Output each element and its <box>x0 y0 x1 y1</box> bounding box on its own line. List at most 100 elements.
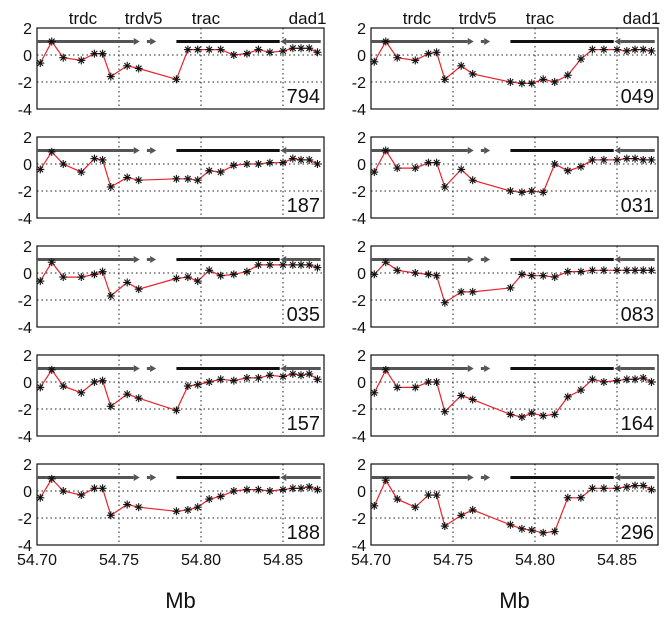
data-point-marker <box>527 409 536 418</box>
data-point-marker <box>381 476 390 485</box>
data-point-marker <box>47 37 56 46</box>
plot-frame <box>370 245 659 328</box>
marker-stroke <box>266 372 274 379</box>
y-tick-label: -4 <box>18 211 32 228</box>
data-point-marker <box>647 155 656 164</box>
y-tick-label: 2 <box>357 239 366 256</box>
marker-stroke <box>577 55 585 63</box>
data-point-marker <box>77 168 86 177</box>
data-point-marker <box>242 267 251 276</box>
y-tick-label: 2 <box>357 457 366 474</box>
marker-stroke <box>623 376 631 383</box>
marker-stroke <box>99 156 106 164</box>
sample-id-label: 164 <box>621 413 654 435</box>
marker-stroke <box>528 187 535 195</box>
data-point-marker <box>576 55 585 64</box>
gene-direction-arrow <box>133 147 140 154</box>
marker-stroke <box>314 376 321 383</box>
data-point-marker <box>90 270 99 279</box>
marker-stroke <box>206 167 213 174</box>
data-point-marker <box>98 484 107 493</box>
data-point-marker <box>647 46 656 55</box>
marker-stroke <box>173 275 180 282</box>
plot-frame <box>36 245 325 328</box>
data-point-marker <box>393 164 402 173</box>
marker-stroke <box>99 485 106 492</box>
marker-stroke <box>60 273 67 281</box>
data-point-marker <box>622 375 631 384</box>
data-point-marker <box>631 154 640 163</box>
y-tick-label: 0 <box>357 375 366 392</box>
data-point-marker <box>106 402 115 411</box>
data-point-marker <box>370 501 379 510</box>
marker-stroke <box>184 506 192 514</box>
gene-direction-arrow <box>280 147 287 154</box>
data-point-marker <box>134 503 143 512</box>
data-point-marker <box>506 78 515 86</box>
marker-stroke <box>78 389 85 396</box>
data-point-marker <box>432 271 441 280</box>
data-point-marker <box>205 166 214 175</box>
y-tick-label: 0 <box>23 266 32 283</box>
marker-stroke <box>441 522 448 530</box>
data-point-marker <box>193 277 202 286</box>
data-point-marker <box>193 503 202 512</box>
data-point-marker <box>205 378 214 386</box>
marker-stroke <box>577 268 585 275</box>
data-point-marker <box>393 383 402 392</box>
marker-stroke <box>37 59 44 67</box>
series-line <box>39 261 318 297</box>
marker-stroke <box>279 159 287 166</box>
marker-stroke <box>600 378 608 386</box>
marker-stroke <box>631 155 639 162</box>
data-point-marker <box>468 69 477 78</box>
marker-stroke <box>613 46 621 53</box>
data-point-marker <box>216 375 225 384</box>
y-tick-label: -4 <box>352 102 366 119</box>
data-point-marker <box>106 182 115 191</box>
marker-stroke <box>194 277 201 285</box>
plot-frame <box>36 463 325 546</box>
marker-stroke <box>289 261 297 269</box>
data-point-marker <box>265 158 274 167</box>
gene-direction-arrow <box>280 474 287 481</box>
data-point-marker <box>639 266 648 275</box>
marker-stroke <box>507 187 514 195</box>
marker-stroke <box>623 47 631 55</box>
marker-stroke <box>551 528 558 535</box>
data-point-marker <box>254 485 263 494</box>
data-point-marker <box>254 160 263 168</box>
data-point-marker <box>313 263 322 272</box>
marker-stroke <box>412 384 419 391</box>
marker-stroke <box>99 268 106 275</box>
data-point-marker <box>313 485 322 494</box>
data-point-marker <box>279 260 287 269</box>
data-point-marker <box>424 491 433 500</box>
marker-stroke <box>528 272 535 279</box>
marker-stroke <box>458 512 465 519</box>
marker-stroke <box>528 526 535 534</box>
marker-stroke <box>91 485 98 492</box>
marker-stroke <box>289 485 297 492</box>
gene-label-trdv5: trdv5 <box>125 9 163 28</box>
data-point-marker <box>432 378 441 386</box>
plot-frame <box>370 27 659 110</box>
data-point-marker <box>613 45 621 54</box>
marker-stroke <box>306 156 313 164</box>
gene-direction-arrow <box>614 365 621 372</box>
data-point-marker <box>59 53 68 62</box>
data-point-marker <box>550 410 559 419</box>
data-point-marker <box>123 61 132 70</box>
gene-direction-arrow <box>133 256 140 263</box>
marker-stroke <box>60 487 67 495</box>
marker-stroke <box>243 50 251 57</box>
y-tick-label: -2 <box>18 293 32 310</box>
marker-stroke <box>640 482 647 489</box>
data-point-marker <box>216 492 225 501</box>
marker-stroke <box>600 46 608 53</box>
gene-direction-arrow <box>467 365 474 372</box>
marker-stroke <box>266 261 274 269</box>
data-point-marker <box>297 155 306 164</box>
data-point-marker <box>183 505 192 514</box>
marker-stroke <box>441 408 448 415</box>
